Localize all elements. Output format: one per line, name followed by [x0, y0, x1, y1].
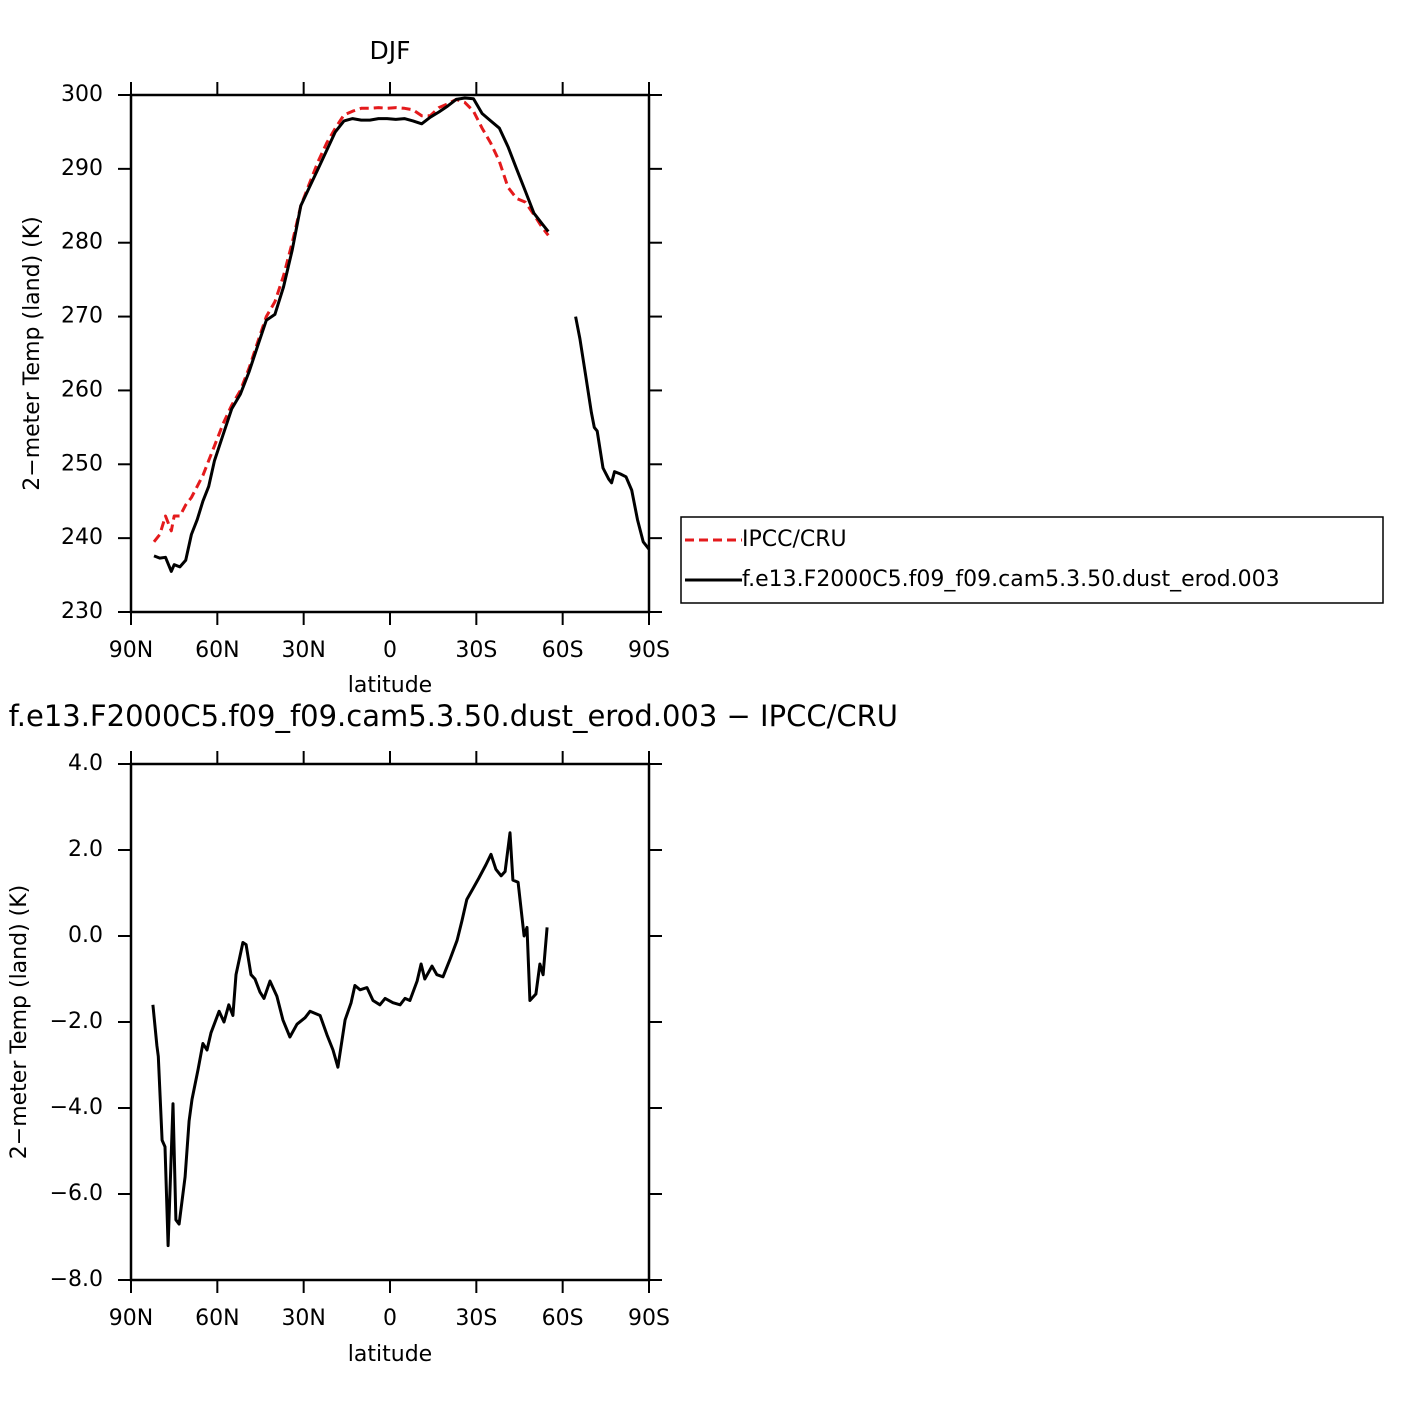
y-tick-label: 250 [61, 451, 103, 476]
legend-label: IPCC/CRU [742, 527, 847, 552]
y-tick-label: 260 [61, 377, 103, 402]
x-tick-label: 30N [281, 638, 325, 663]
x-axis-label: latitude [348, 673, 432, 698]
y-tick-label: −8.0 [50, 1267, 103, 1292]
x-tick-label: 30S [455, 638, 497, 663]
x-tick-label: 90N [109, 1306, 153, 1331]
y-tick-label: −4.0 [50, 1095, 103, 1120]
y-tick-label: 290 [61, 156, 103, 181]
y-tick-label: −2.0 [50, 1009, 103, 1034]
y-axis-label: 2−meter Temp (land) (K) [7, 885, 32, 1159]
x-tick-label: 0 [383, 1306, 397, 1331]
y-tick-label: 230 [61, 599, 103, 624]
y-axis-label: 2−meter Temp (land) (K) [20, 216, 45, 490]
x-tick-label: 30N [281, 1306, 325, 1331]
x-tick-label: 90N [109, 638, 153, 663]
data-line [152, 97, 550, 543]
legend-box [680, 516, 1384, 604]
x-axis-label: latitude [348, 1342, 432, 1367]
data-line [151, 831, 549, 1248]
x-tick-label: 0 [383, 638, 397, 663]
plot-frame [129, 93, 651, 614]
chart-title: DJF [369, 36, 410, 65]
data-line [153, 96, 651, 573]
x-tick-label: 60N [195, 1306, 239, 1331]
plot-frame [129, 762, 651, 1282]
y-tick-label: 4.0 [68, 751, 103, 776]
x-tick-label: 60S [542, 638, 584, 663]
y-tick-label: −6.0 [50, 1181, 103, 1206]
y-tick-label: 280 [61, 230, 103, 255]
y-tick-label: 270 [61, 304, 103, 329]
x-tick-label: 60S [542, 1306, 584, 1331]
x-tick-label: 90S [628, 1306, 670, 1331]
chart-title: f.e13.F2000C5.f09_f09.cam5.3.50.dust_ero… [9, 699, 898, 733]
legend-label: f.e13.F2000C5.f09_f09.cam5.3.50.dust_ero… [742, 567, 1280, 592]
x-tick-label: 90S [628, 638, 670, 663]
y-tick-label: 0.0 [68, 923, 103, 948]
x-tick-label: 60N [195, 638, 239, 663]
y-tick-label: 240 [61, 525, 103, 550]
x-tick-label: 30S [455, 1306, 497, 1331]
y-tick-label: 300 [61, 82, 103, 107]
y-tick-label: 2.0 [68, 837, 103, 862]
